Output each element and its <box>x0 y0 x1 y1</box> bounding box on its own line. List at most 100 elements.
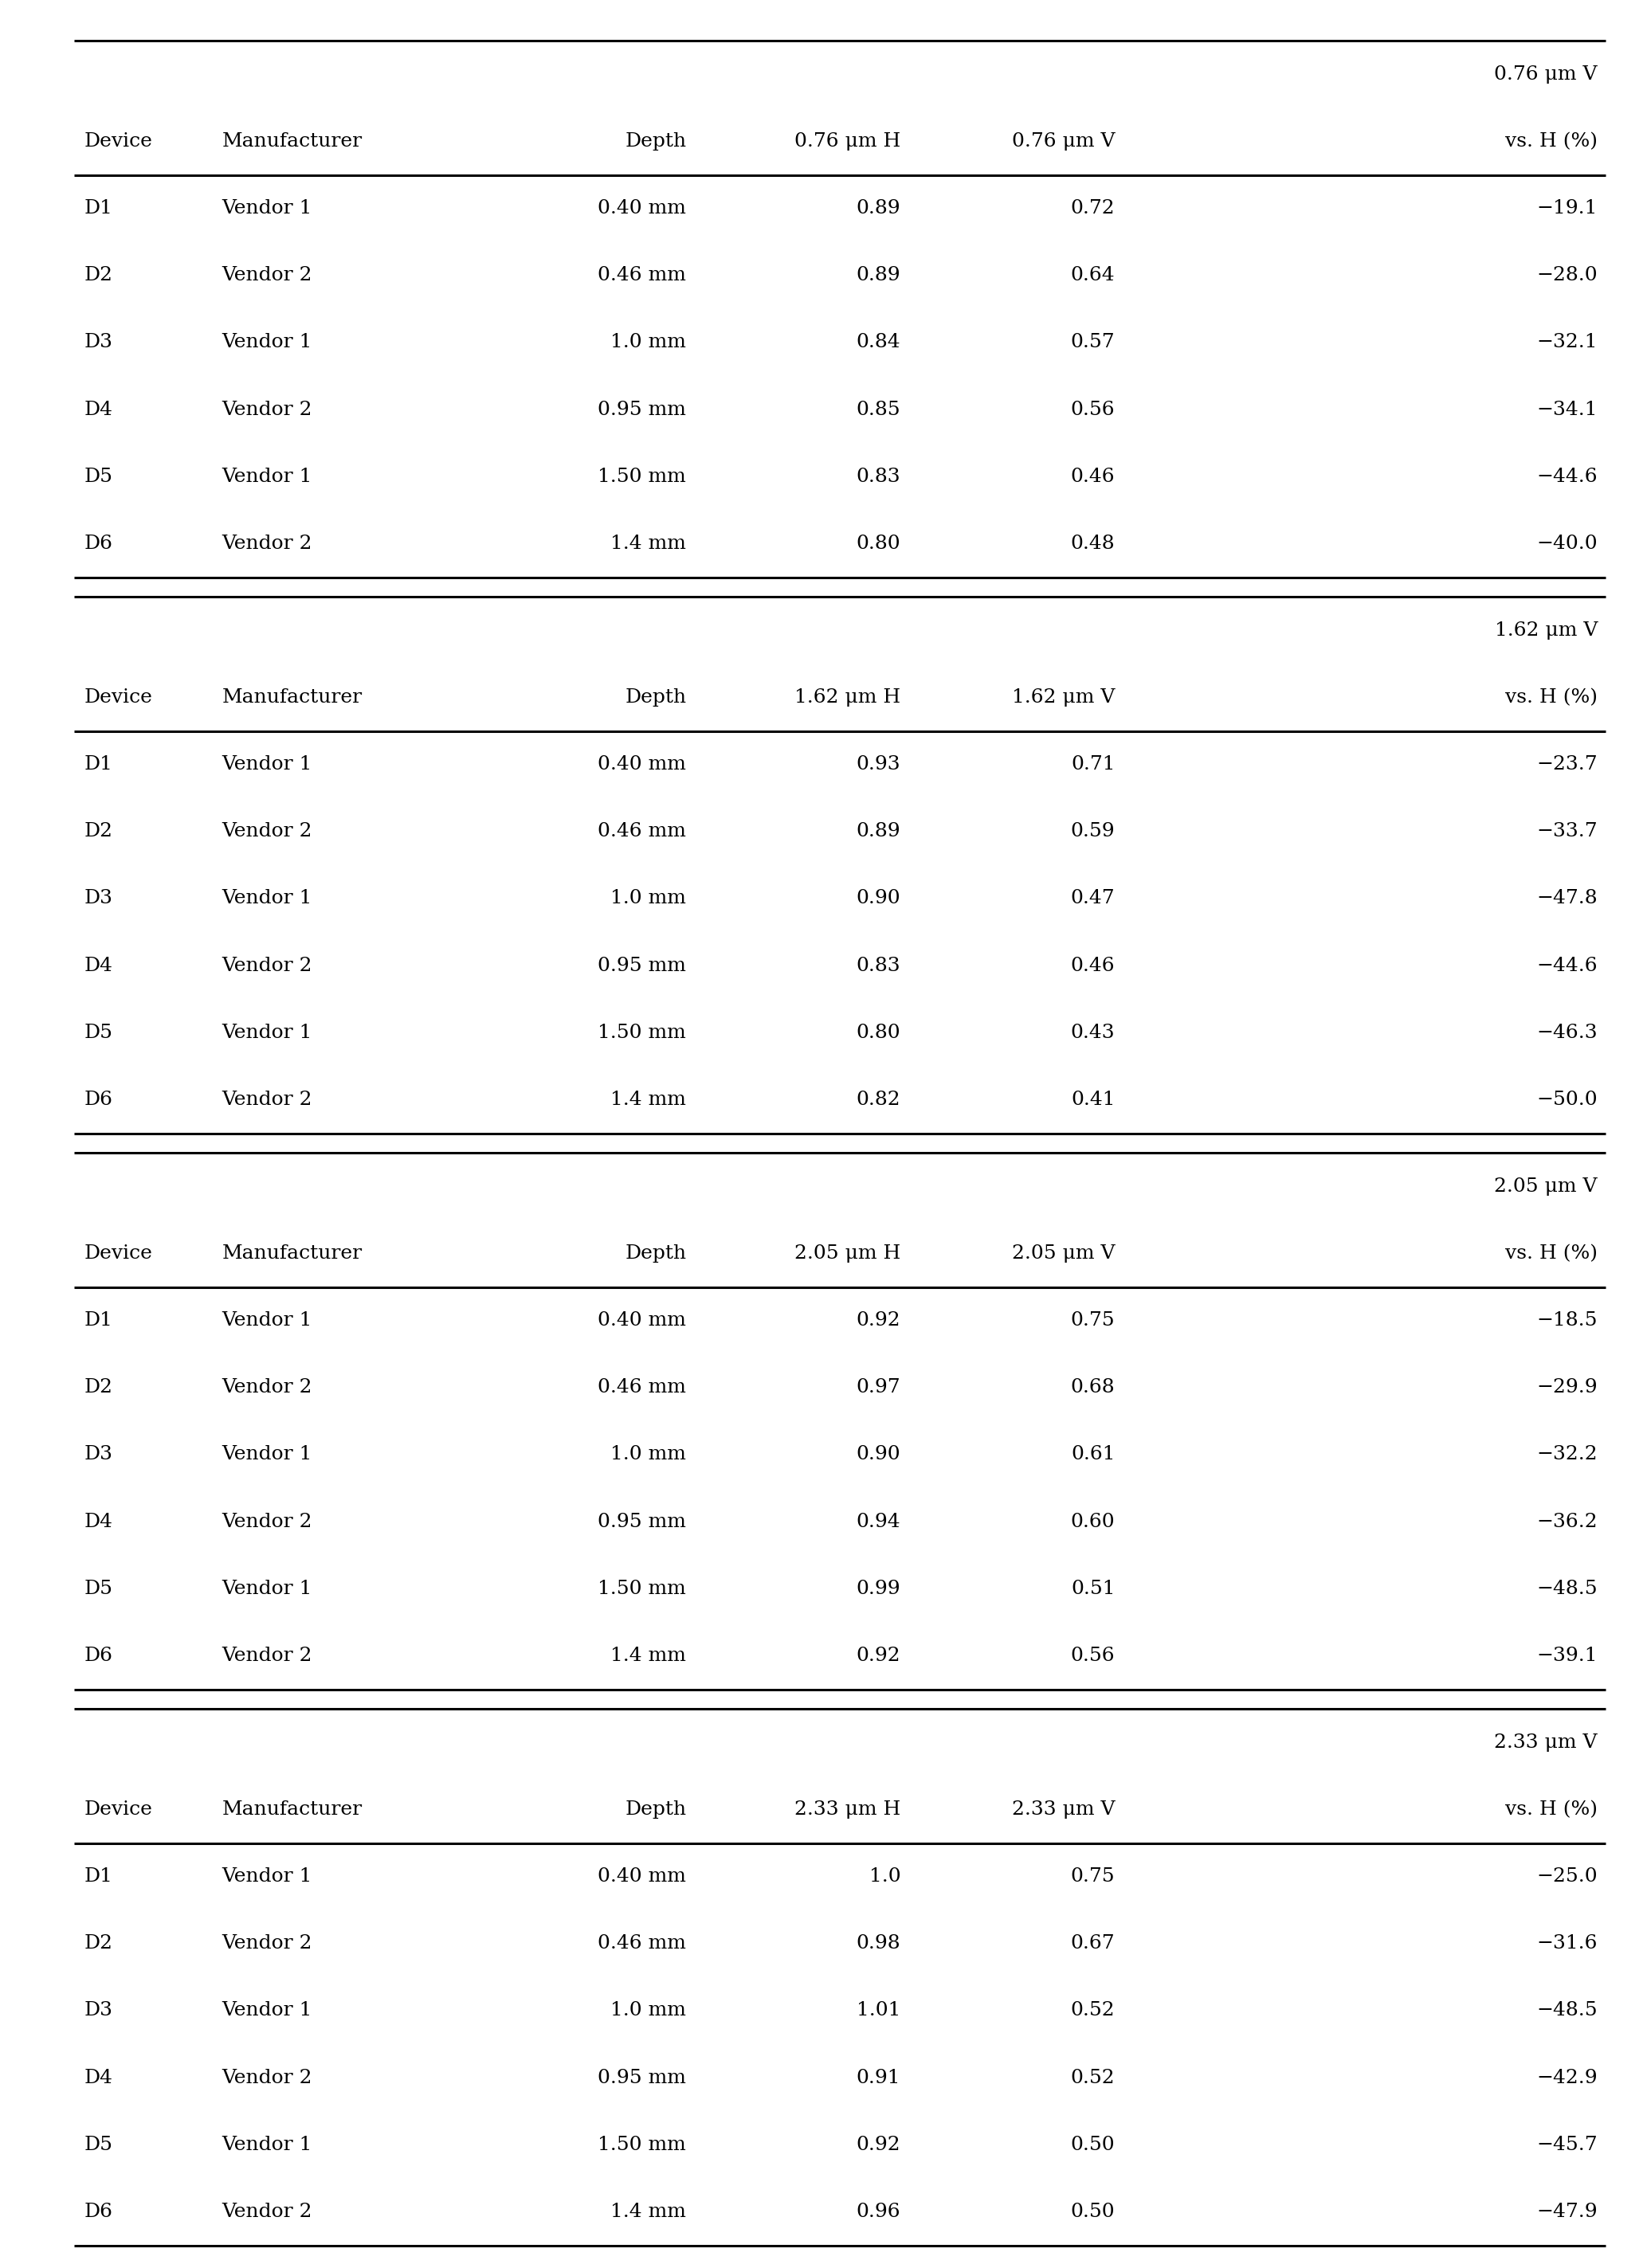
Text: Vendor 2: Vendor 2 <box>222 1379 313 1397</box>
Text: −50.0: −50.0 <box>1537 1091 1598 1109</box>
Text: Device: Device <box>84 1801 153 1819</box>
Text: Vendor 1: Vendor 1 <box>222 200 313 218</box>
Text: Vendor 2: Vendor 2 <box>222 2202 313 2220</box>
Text: Vendor 1: Vendor 1 <box>222 333 313 352</box>
Text: 0.95 mm: 0.95 mm <box>598 957 687 975</box>
Text: D6: D6 <box>84 1647 112 1665</box>
Text: 2.33 μm V: 2.33 μm V <box>1494 1733 1598 1751</box>
Text: 0.95 mm: 0.95 mm <box>598 2068 687 2087</box>
Text: Vendor 2: Vendor 2 <box>222 535 313 553</box>
Text: D5: D5 <box>84 1579 112 1599</box>
Text: 2.33 μm H: 2.33 μm H <box>794 1801 901 1819</box>
Text: 0.83: 0.83 <box>856 467 901 485</box>
Text: D1: D1 <box>84 755 112 773</box>
Text: vs. H (%): vs. H (%) <box>1505 1801 1598 1819</box>
Text: 0.75: 0.75 <box>1071 1867 1115 1885</box>
Text: Vendor 1: Vendor 1 <box>222 1023 313 1041</box>
Text: −32.1: −32.1 <box>1537 333 1598 352</box>
Text: Vendor 1: Vendor 1 <box>222 1311 313 1329</box>
Text: 0.43: 0.43 <box>1071 1023 1115 1041</box>
Text: −44.6: −44.6 <box>1537 467 1598 485</box>
Text: D6: D6 <box>84 2202 112 2220</box>
Text: 0.46 mm: 0.46 mm <box>598 1935 687 1953</box>
Text: D1: D1 <box>84 1311 112 1329</box>
Text: D4: D4 <box>84 401 112 420</box>
Text: D5: D5 <box>84 1023 112 1041</box>
Text: 1.50 mm: 1.50 mm <box>598 1023 687 1041</box>
Text: 1.4 mm: 1.4 mm <box>611 1647 687 1665</box>
Text: D2: D2 <box>84 823 112 841</box>
Text: D1: D1 <box>84 1867 112 1885</box>
Text: 1.50 mm: 1.50 mm <box>598 1579 687 1599</box>
Text: 0.92: 0.92 <box>856 1647 901 1665</box>
Text: D3: D3 <box>84 889 112 907</box>
Text: Vendor 2: Vendor 2 <box>222 1091 313 1109</box>
Text: −44.6: −44.6 <box>1537 957 1598 975</box>
Text: −47.9: −47.9 <box>1537 2202 1598 2220</box>
Text: 0.60: 0.60 <box>1071 1513 1115 1531</box>
Text: Depth: Depth <box>624 1245 687 1263</box>
Text: 0.94: 0.94 <box>856 1513 901 1531</box>
Text: Vendor 2: Vendor 2 <box>222 401 313 420</box>
Text: 0.76 μm V: 0.76 μm V <box>1011 132 1115 150</box>
Text: 1.50 mm: 1.50 mm <box>598 2136 687 2155</box>
Text: 2.33 μm V: 2.33 μm V <box>1011 1801 1115 1819</box>
Text: Vendor 1: Vendor 1 <box>222 889 313 907</box>
Text: Vendor 1: Vendor 1 <box>222 2136 313 2155</box>
Text: 0.92: 0.92 <box>856 1311 901 1329</box>
Text: −23.7: −23.7 <box>1537 755 1598 773</box>
Text: 0.96: 0.96 <box>856 2202 901 2220</box>
Text: D4: D4 <box>84 957 112 975</box>
Text: 0.52: 0.52 <box>1071 2068 1115 2087</box>
Text: D6: D6 <box>84 1091 112 1109</box>
Text: 0.90: 0.90 <box>856 889 901 907</box>
Text: D3: D3 <box>84 1445 112 1463</box>
Text: vs. H (%): vs. H (%) <box>1505 1245 1598 1263</box>
Text: Vendor 1: Vendor 1 <box>222 2003 313 2021</box>
Text: 1.62 μm V: 1.62 μm V <box>1011 687 1115 708</box>
Text: 0.56: 0.56 <box>1071 1647 1115 1665</box>
Text: Manufacturer: Manufacturer <box>222 687 362 708</box>
Text: Vendor 2: Vendor 2 <box>222 265 313 284</box>
Text: D2: D2 <box>84 265 112 284</box>
Text: 0.46 mm: 0.46 mm <box>598 265 687 284</box>
Text: −18.5: −18.5 <box>1537 1311 1598 1329</box>
Text: 0.40 mm: 0.40 mm <box>598 1311 687 1329</box>
Text: 0.76 μm H: 0.76 μm H <box>794 132 901 150</box>
Text: Vendor 2: Vendor 2 <box>222 1935 313 1953</box>
Text: 0.51: 0.51 <box>1071 1579 1115 1599</box>
Text: −36.2: −36.2 <box>1537 1513 1598 1531</box>
Text: 0.68: 0.68 <box>1071 1379 1115 1397</box>
Text: −33.7: −33.7 <box>1537 823 1598 841</box>
Text: 0.75: 0.75 <box>1071 1311 1115 1329</box>
Text: Vendor 2: Vendor 2 <box>222 1647 313 1665</box>
Text: 1.0 mm: 1.0 mm <box>611 889 687 907</box>
Text: Manufacturer: Manufacturer <box>222 1245 362 1263</box>
Text: −48.5: −48.5 <box>1537 2003 1598 2021</box>
Text: 0.99: 0.99 <box>856 1579 901 1599</box>
Text: 0.82: 0.82 <box>856 1091 901 1109</box>
Text: Depth: Depth <box>624 132 687 150</box>
Text: 0.57: 0.57 <box>1071 333 1115 352</box>
Text: D6: D6 <box>84 535 112 553</box>
Text: 0.83: 0.83 <box>856 957 901 975</box>
Text: 1.0: 1.0 <box>870 1867 901 1885</box>
Text: −29.9: −29.9 <box>1537 1379 1598 1397</box>
Text: 0.46 mm: 0.46 mm <box>598 1379 687 1397</box>
Text: 2.05 μm V: 2.05 μm V <box>1494 1177 1598 1195</box>
Text: −48.5: −48.5 <box>1537 1579 1598 1599</box>
Text: 1.01: 1.01 <box>856 2003 901 2021</box>
Text: −39.1: −39.1 <box>1537 1647 1598 1665</box>
Text: 0.40 mm: 0.40 mm <box>598 1867 687 1885</box>
Text: 1.4 mm: 1.4 mm <box>611 2202 687 2220</box>
Text: 1.4 mm: 1.4 mm <box>611 1091 687 1109</box>
Text: −19.1: −19.1 <box>1537 200 1598 218</box>
Text: Device: Device <box>84 687 153 708</box>
Text: Manufacturer: Manufacturer <box>222 1801 362 1819</box>
Text: vs. H (%): vs. H (%) <box>1505 687 1598 708</box>
Text: D2: D2 <box>84 1935 112 1953</box>
Text: Vendor 2: Vendor 2 <box>222 957 313 975</box>
Text: Vendor 1: Vendor 1 <box>222 1445 313 1463</box>
Text: D2: D2 <box>84 1379 112 1397</box>
Text: D1: D1 <box>84 200 112 218</box>
